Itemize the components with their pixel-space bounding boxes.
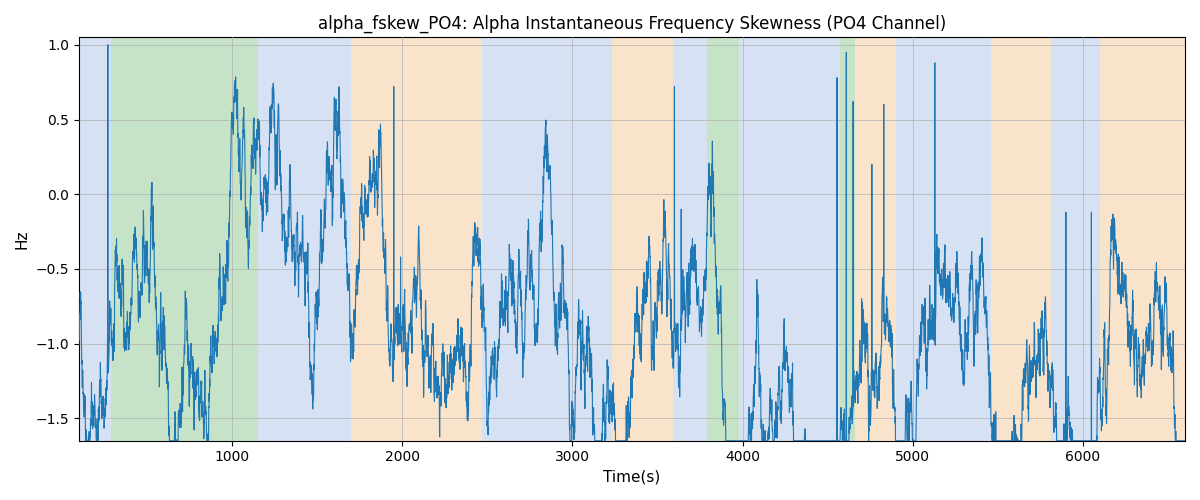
Bar: [112, 38, 258, 440]
X-axis label: Time(s): Time(s): [604, 470, 660, 485]
Bar: [991, 38, 1050, 440]
Title: alpha_fskew_PO4: Alpha Instantaneous Frequency Skewness (PO4 Channel): alpha_fskew_PO4: Alpha Instantaneous Fre…: [318, 15, 946, 34]
Bar: [612, 38, 673, 440]
Bar: [258, 38, 352, 440]
Bar: [352, 38, 482, 440]
Bar: [1050, 38, 1100, 440]
Bar: [673, 38, 707, 440]
Bar: [854, 38, 895, 440]
Bar: [482, 38, 612, 440]
Bar: [79, 38, 112, 440]
Bar: [1100, 38, 1186, 440]
Y-axis label: Hz: Hz: [14, 230, 30, 249]
Bar: [840, 38, 854, 440]
Bar: [895, 38, 991, 440]
Bar: [739, 38, 840, 440]
Bar: [707, 38, 739, 440]
